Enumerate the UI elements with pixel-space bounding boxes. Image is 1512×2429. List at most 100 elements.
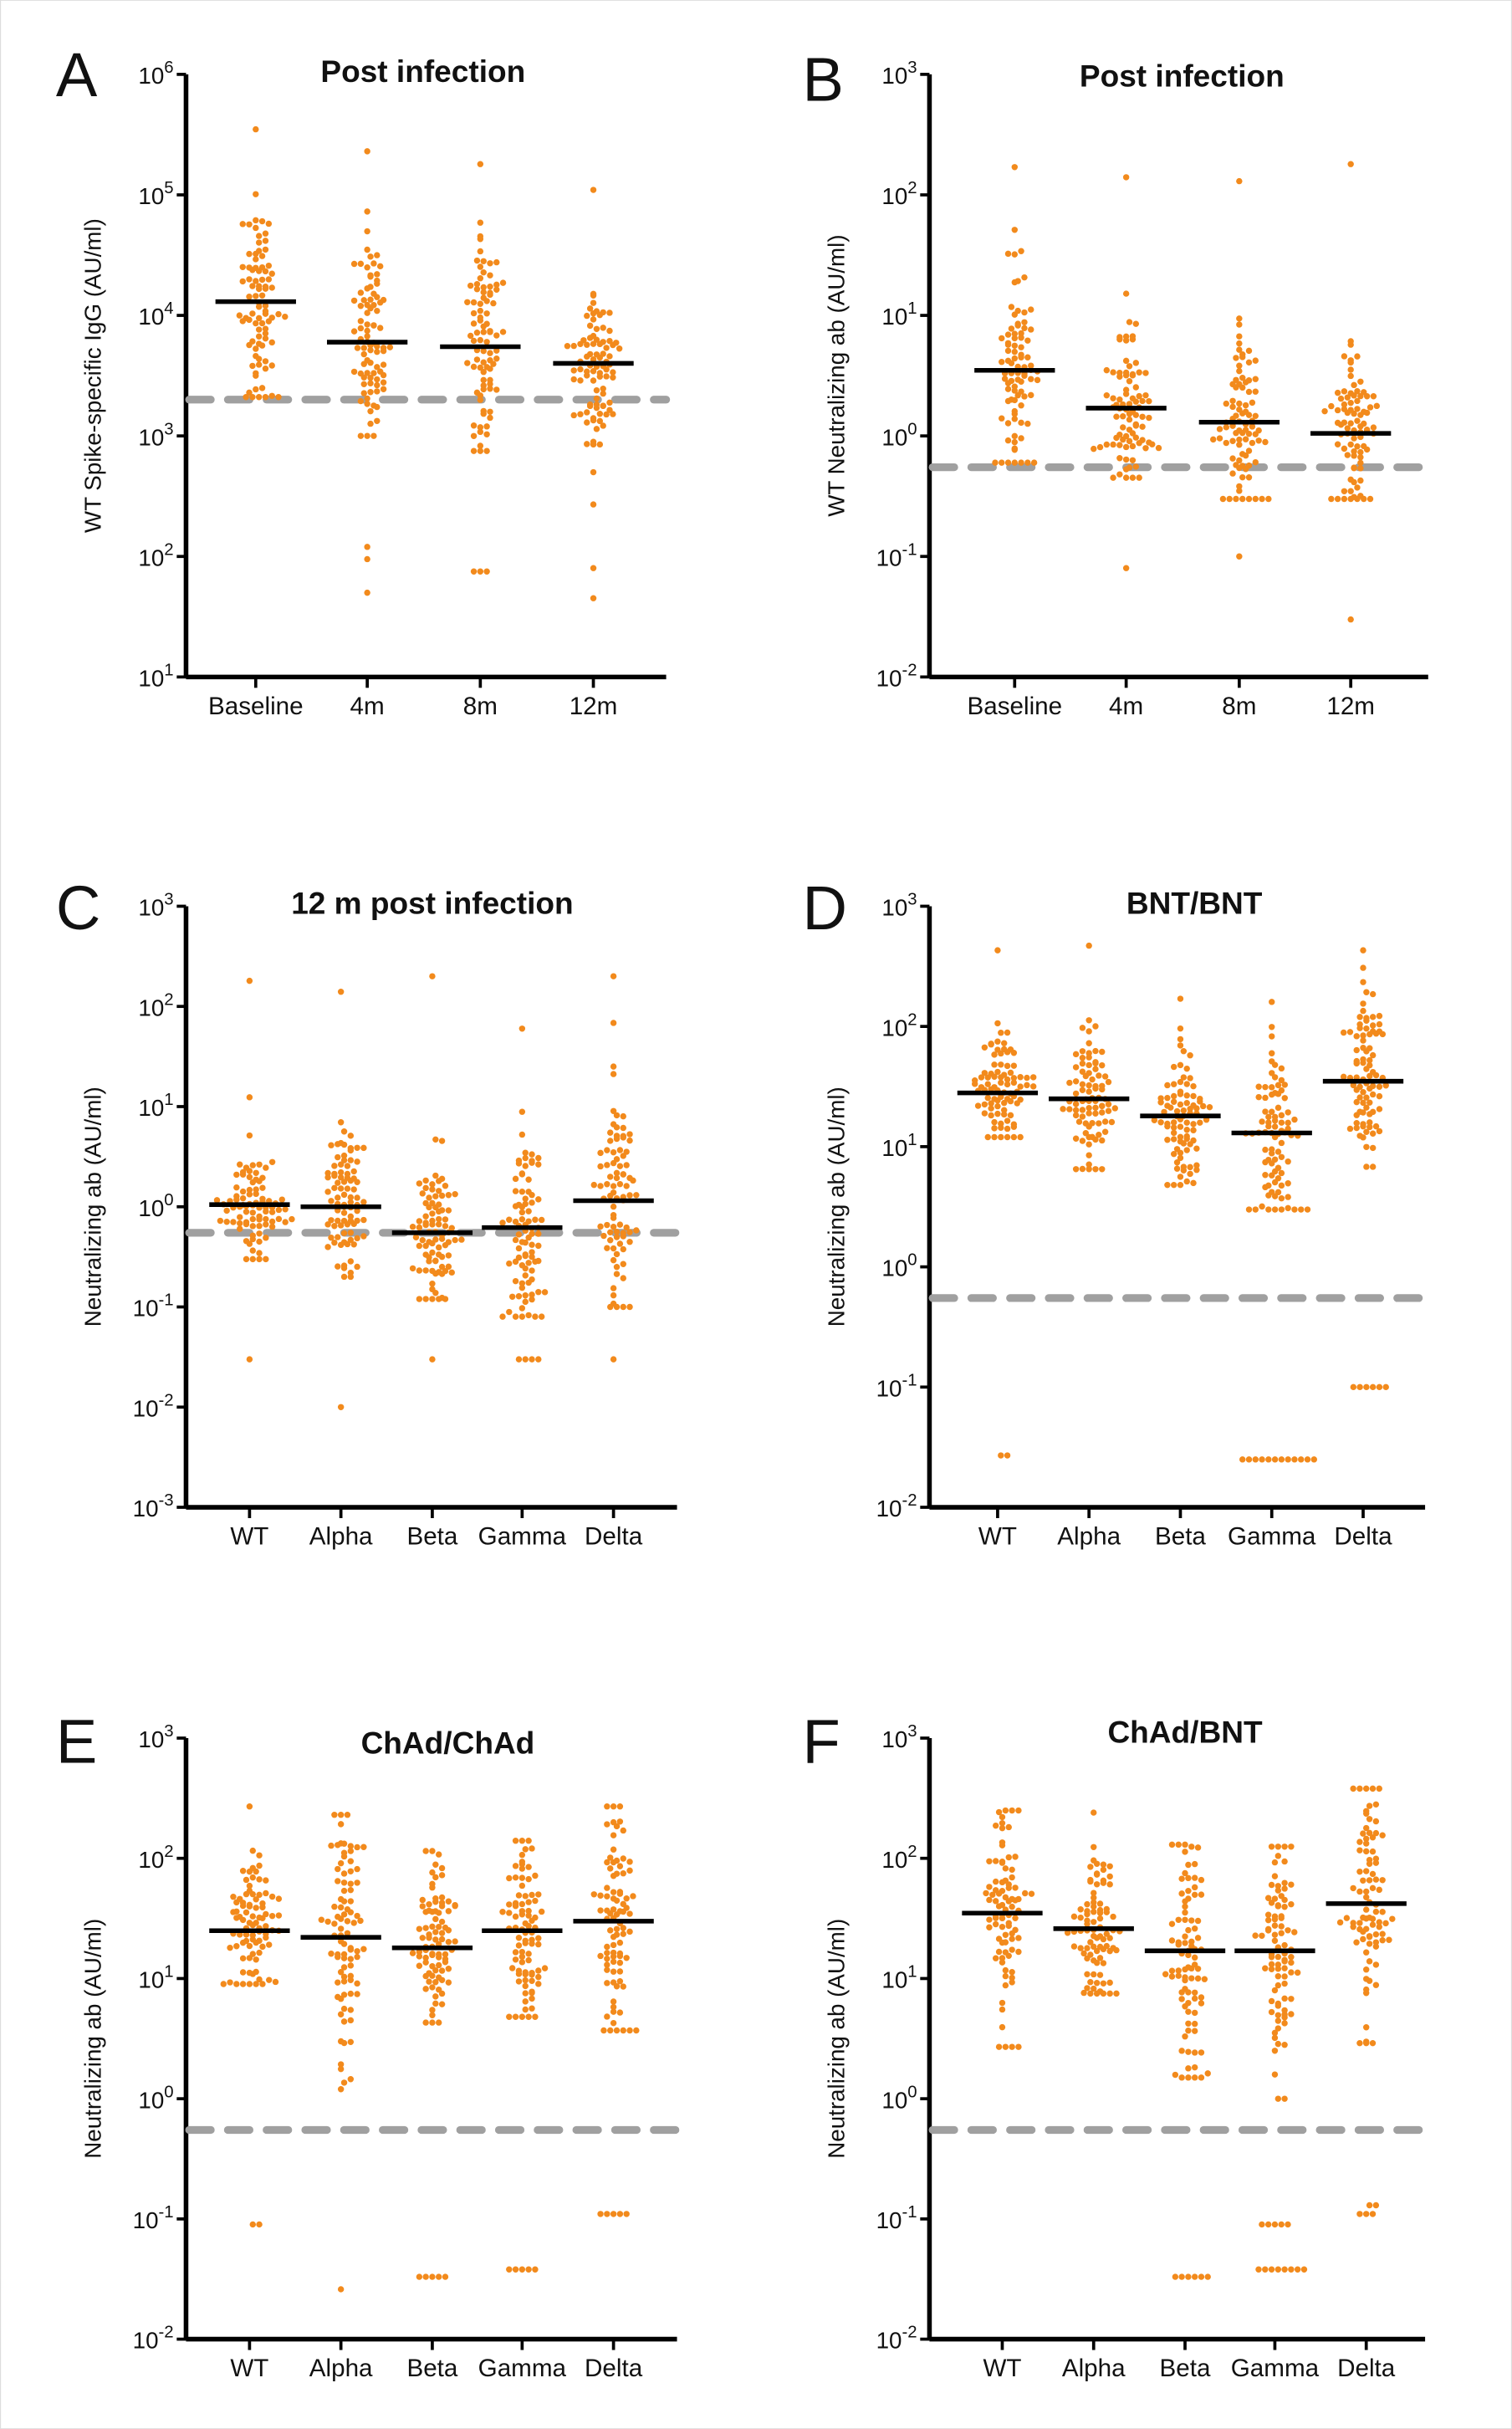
data-point: [1188, 1965, 1195, 1972]
data-point: [347, 1157, 355, 1163]
data-point: [1170, 1063, 1177, 1071]
data-point: [1198, 2074, 1205, 2081]
data-point: [233, 1943, 240, 1950]
data-point: [237, 1161, 243, 1168]
data-point: [1139, 423, 1146, 430]
data-point: [508, 1965, 516, 1971]
data-point: [610, 2008, 617, 2015]
data-point: [610, 374, 616, 381]
data-point: [529, 1192, 535, 1199]
data-point: [604, 1966, 610, 1973]
data-point: [584, 312, 590, 320]
data-point: [1187, 1052, 1193, 1059]
y-tick-label: 103: [138, 1722, 173, 1752]
data-point: [1009, 1930, 1015, 1937]
data-point: [263, 1934, 269, 1941]
data-point: [1079, 1165, 1086, 1173]
data-point: [1091, 1971, 1097, 1978]
data-point: [1002, 1972, 1009, 1980]
data-point: [354, 1843, 360, 1851]
data-point: [1281, 1904, 1288, 1910]
data-point: [435, 1923, 442, 1930]
data-point: [1021, 274, 1028, 281]
data-point: [1010, 1050, 1018, 1056]
data-point: [1268, 1966, 1275, 1972]
data-point: [1206, 1103, 1213, 1111]
data-point: [593, 325, 600, 332]
data-point: [610, 1256, 617, 1264]
data-point: [364, 327, 370, 335]
data-point: [1353, 1112, 1360, 1118]
data-point: [340, 1973, 348, 1981]
data-point: [1188, 1938, 1195, 1946]
data-point: [1262, 1158, 1269, 1166]
data-point: [518, 1313, 526, 1320]
data-point: [268, 1209, 276, 1215]
data-point: [1018, 335, 1024, 341]
data-point: [512, 2266, 519, 2273]
data-point: [1271, 1061, 1279, 1068]
x-tick-label: Beta: [406, 1522, 457, 1550]
data-point: [1376, 1083, 1383, 1090]
data-point: [1011, 335, 1018, 342]
data-point: [318, 1916, 325, 1923]
data-point: [613, 1174, 621, 1182]
data-point: [1271, 1123, 1279, 1130]
data-point: [364, 401, 370, 407]
data-point: [337, 2086, 345, 2093]
data-point: [1009, 1974, 1015, 1982]
data-point: [1360, 1122, 1366, 1130]
data-point: [344, 1240, 351, 1248]
data-point: [1185, 2048, 1192, 2055]
data-point: [1271, 1931, 1279, 1938]
data-point: [995, 1808, 1003, 1816]
data-point: [1223, 424, 1229, 431]
data-point: [262, 358, 269, 365]
data-point: [340, 1941, 348, 1947]
data-point: [432, 1204, 439, 1211]
data-point: [1162, 1971, 1169, 1977]
data-point: [347, 1843, 355, 1849]
data-point: [249, 1913, 256, 1920]
data-point: [607, 1303, 614, 1311]
data-point: [1085, 1110, 1092, 1117]
data-point: [438, 1263, 446, 1271]
data-point: [1334, 389, 1341, 396]
data-point: [262, 310, 269, 317]
data-point: [347, 1133, 355, 1139]
data-point: [467, 332, 474, 340]
data-point: [335, 1878, 341, 1884]
x-tick-label: WT: [230, 2355, 268, 2382]
data-point: [239, 1969, 247, 1976]
data-point: [473, 257, 481, 264]
data-point: [1178, 1875, 1185, 1882]
data-point: [416, 2273, 423, 2280]
data-point: [1245, 474, 1253, 481]
data-point: [1357, 412, 1364, 418]
data-point: [419, 1236, 426, 1244]
data-point: [1356, 1785, 1363, 1792]
data-point: [1180, 1140, 1188, 1147]
data-point: [1187, 1170, 1193, 1178]
data-point: [1113, 1946, 1120, 1954]
data-point: [1011, 227, 1018, 233]
data-point: [263, 1164, 269, 1171]
data-point: [1304, 1206, 1311, 1213]
data-point: [1099, 1086, 1106, 1093]
data-point: [1351, 478, 1357, 486]
data-point: [1353, 1087, 1360, 1093]
data-point: [1285, 2221, 1291, 2228]
data-point: [1183, 1081, 1190, 1087]
data-point: [246, 316, 253, 324]
data-point: [995, 1890, 1003, 1897]
data-point: [1100, 1879, 1107, 1886]
data-point: [1170, 1098, 1177, 1106]
data-point: [1252, 495, 1259, 503]
data-point: [613, 1124, 621, 1131]
data-point: [470, 337, 478, 345]
data-point: [620, 1855, 626, 1862]
data-point: [429, 1221, 436, 1228]
data-point: [1103, 366, 1111, 374]
data-point: [1245, 495, 1253, 503]
data-point: [616, 1163, 624, 1169]
